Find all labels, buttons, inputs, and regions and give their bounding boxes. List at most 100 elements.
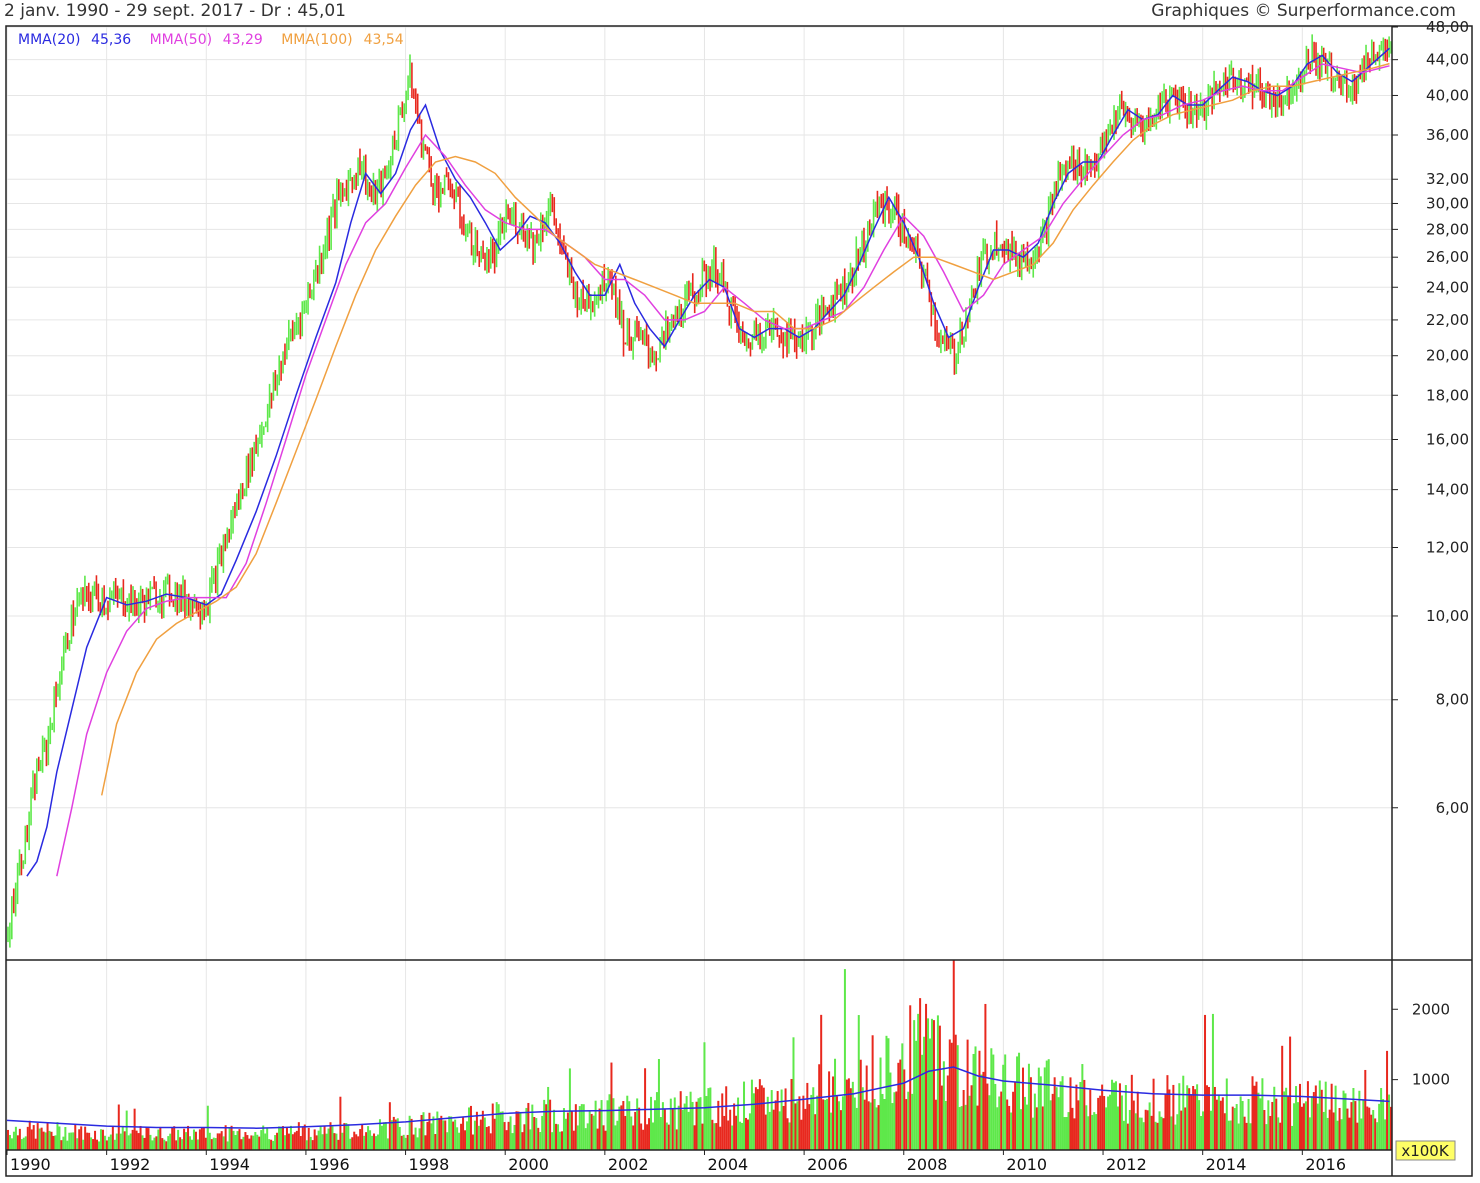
volume-bar <box>254 1131 257 1150</box>
volume-bar <box>487 1126 490 1150</box>
volume-bar <box>234 1135 237 1150</box>
volume-bar <box>151 1140 154 1150</box>
volume-bar <box>1223 1113 1226 1150</box>
volume-bar <box>960 1106 963 1150</box>
volume-bar <box>192 1129 195 1150</box>
volume-bar <box>1134 1113 1137 1150</box>
volume-bar <box>839 1110 842 1150</box>
volume-bar <box>988 1095 991 1150</box>
volume-bar <box>107 1136 110 1150</box>
volume-bar <box>642 1129 645 1150</box>
volume-bar <box>566 1112 569 1150</box>
volume-bar <box>1012 1091 1015 1150</box>
volume-bar <box>343 1123 346 1150</box>
volume-bar <box>187 1125 190 1150</box>
volume-bar <box>669 1098 672 1150</box>
volume-bar <box>713 1123 716 1150</box>
volume-bar <box>1194 1089 1197 1150</box>
volume-bar <box>212 1137 215 1150</box>
volume-bar <box>1176 1114 1179 1150</box>
volume-bar <box>1053 1077 1056 1150</box>
volume-bar <box>1113 1082 1116 1150</box>
volume-bar <box>737 1097 740 1150</box>
volume-bar <box>851 1081 854 1150</box>
volume-bar <box>774 1100 777 1150</box>
volume-bar <box>655 1092 658 1150</box>
volume-bar <box>475 1111 478 1150</box>
volume-bar <box>311 1140 314 1150</box>
volume-bar <box>1037 1067 1040 1150</box>
volume-bar <box>917 1013 920 1150</box>
volume-bar <box>426 1121 429 1150</box>
volume-bar <box>137 1133 140 1150</box>
volume-bar <box>1061 1076 1064 1150</box>
volume-bar <box>1318 1080 1321 1150</box>
volume-bar <box>323 1126 326 1150</box>
volume-bar <box>590 1113 593 1150</box>
y-tick-label: 30,00 <box>1426 194 1469 212</box>
volume-bar <box>1263 1110 1266 1150</box>
volume-bar <box>307 1127 310 1150</box>
volume-bar <box>321 1134 324 1150</box>
volume-bar <box>353 1131 356 1150</box>
volume-bar <box>665 1122 668 1150</box>
volume-bar <box>691 1101 694 1150</box>
volume-bar <box>802 1095 805 1150</box>
volume-bar <box>189 1136 192 1150</box>
volume-bar <box>808 1104 811 1150</box>
volume-bar <box>861 1087 864 1150</box>
volume-bar <box>1298 1083 1301 1150</box>
volume-bar <box>1091 1114 1094 1150</box>
volume-bar <box>113 1139 116 1150</box>
volume-bar <box>204 1137 207 1150</box>
volume-bar <box>784 1088 787 1150</box>
volume-bar <box>1340 1119 1343 1150</box>
volume-bar <box>996 1107 999 1150</box>
volume-bar <box>1310 1096 1313 1150</box>
volume-bar <box>657 1059 660 1150</box>
volume-bar <box>264 1133 267 1150</box>
volume-bar <box>412 1134 415 1150</box>
y-tick-label: 32,00 <box>1426 170 1469 188</box>
volume-bar <box>1162 1118 1165 1150</box>
volume-bar <box>748 1113 751 1150</box>
volume-bar <box>456 1127 459 1150</box>
volume-bar <box>477 1125 480 1150</box>
volume-bar <box>262 1125 265 1150</box>
volume-bar <box>719 1126 722 1150</box>
volume-bar <box>1027 1063 1030 1150</box>
volume-bar <box>1144 1109 1147 1150</box>
volume-bar <box>551 1132 554 1150</box>
volume-bar <box>687 1111 690 1150</box>
y-tick-label: 20,00 <box>1426 347 1469 365</box>
volume-bar <box>297 1122 300 1150</box>
volume-bar <box>707 1088 710 1150</box>
volume-bar <box>1116 1106 1119 1150</box>
volume-bar <box>479 1119 482 1150</box>
volume-bar <box>661 1102 664 1150</box>
volume-bar <box>875 1107 878 1150</box>
volume-bar <box>1338 1107 1341 1150</box>
volume-bar <box>153 1137 156 1150</box>
volume-bar <box>319 1126 322 1150</box>
volume-bar <box>109 1134 112 1150</box>
volume-bar <box>994 1083 997 1150</box>
volume-bar <box>291 1134 294 1150</box>
volume-bar <box>450 1116 453 1150</box>
volume-bar <box>149 1134 152 1150</box>
volume-bar <box>547 1086 550 1150</box>
volume-bar <box>442 1120 445 1150</box>
volume-bar <box>602 1125 605 1150</box>
volume-bar <box>932 1020 935 1150</box>
volume-bar <box>1289 1036 1292 1150</box>
volume-bar <box>770 1090 773 1150</box>
volume-bar <box>529 1129 532 1150</box>
volume-bar <box>1279 1122 1282 1150</box>
volume-bar <box>272 1140 275 1150</box>
volume-bar <box>1344 1093 1347 1150</box>
volume-bar <box>772 1109 775 1150</box>
volume-bar <box>659 1117 662 1150</box>
volume-bar <box>568 1068 571 1150</box>
volume-bar <box>1045 1060 1048 1150</box>
x-tick-label: 1996 <box>309 1155 350 1174</box>
